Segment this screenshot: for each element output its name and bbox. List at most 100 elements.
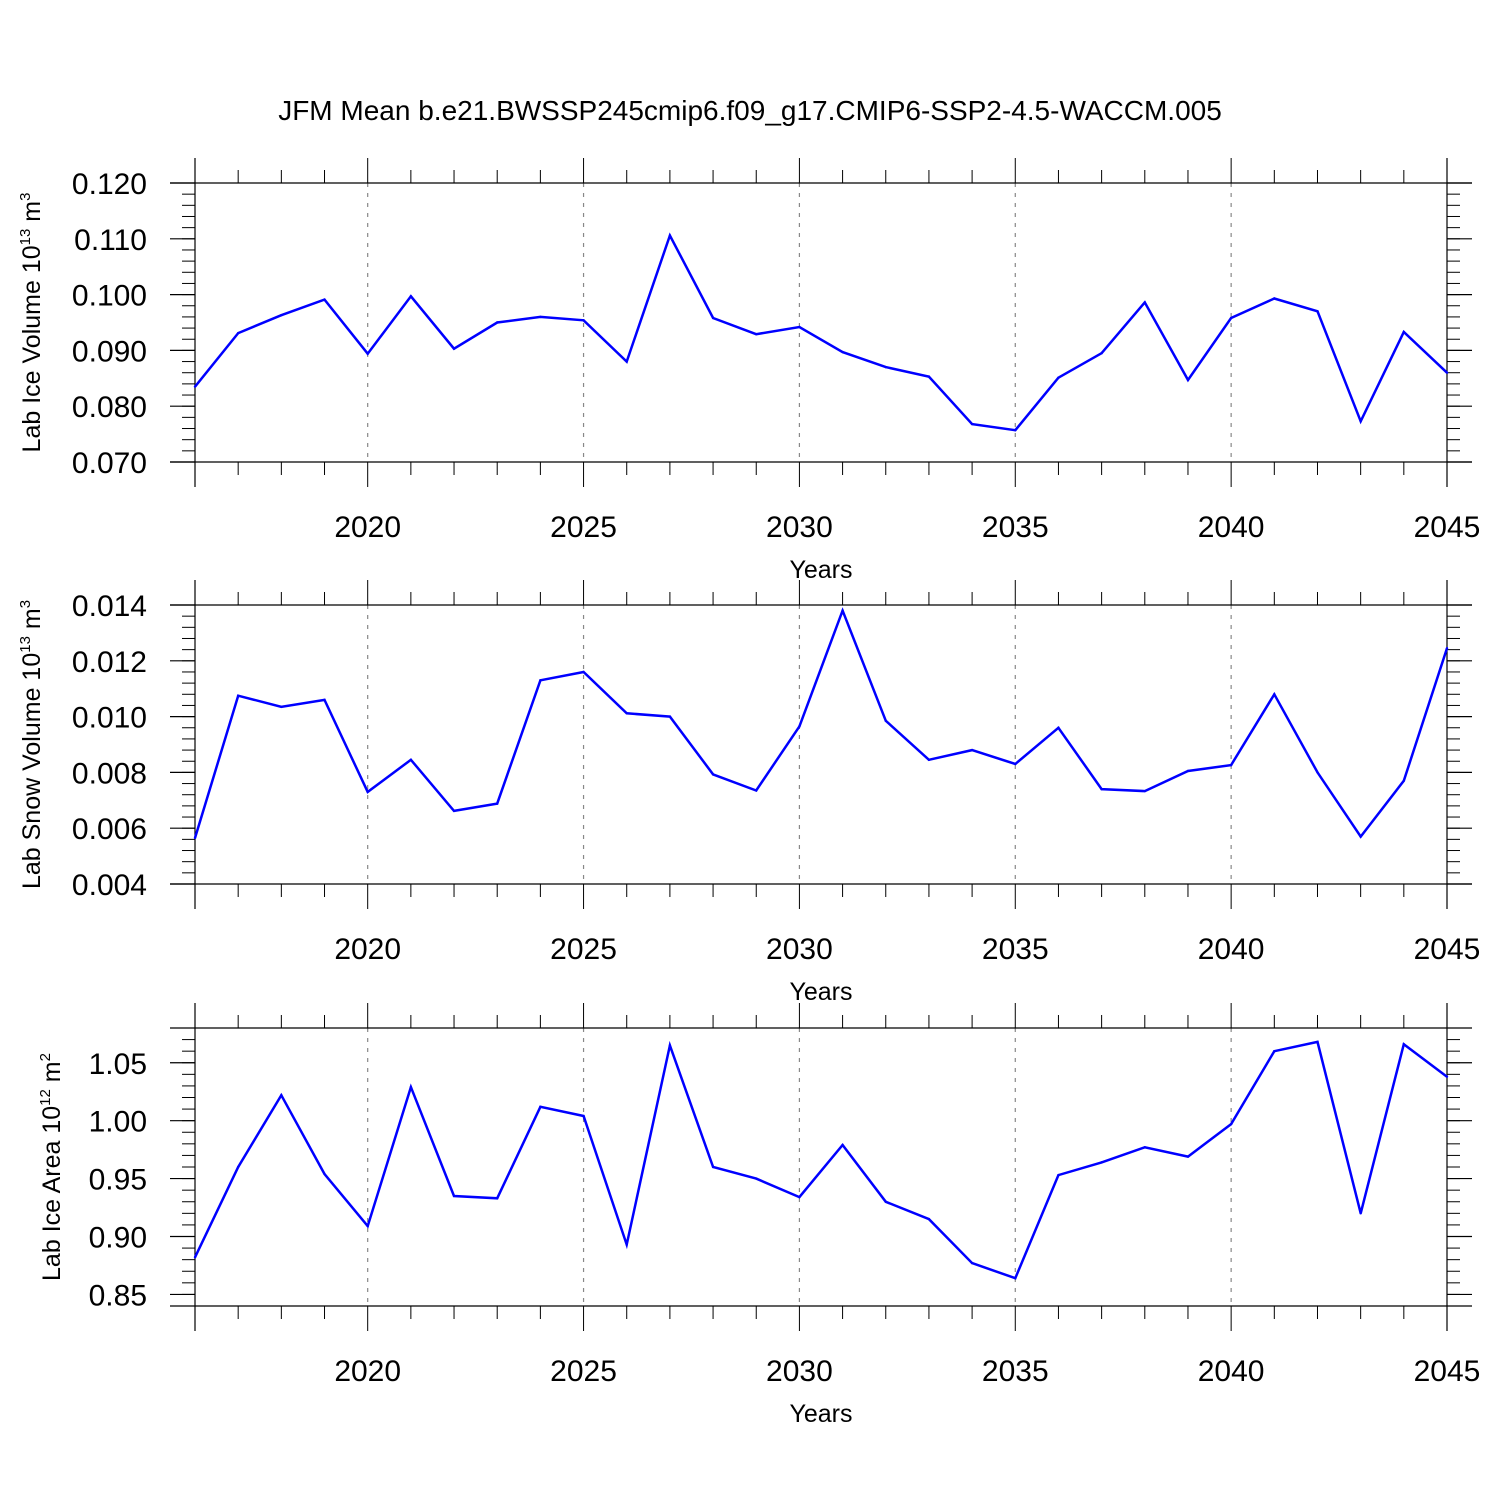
data-point: [668, 1044, 672, 1047]
data-point: [711, 773, 715, 776]
data-point: [625, 1243, 628, 1246]
data-point: [1057, 1173, 1060, 1177]
y-tick-label: 0.90: [89, 1222, 147, 1255]
data-point: [1273, 1049, 1276, 1053]
data-point: [1316, 310, 1319, 313]
data-point: [409, 758, 413, 762]
data-point: [668, 715, 672, 718]
data-point: [193, 385, 197, 388]
data-point: [236, 694, 240, 697]
x-tick-label: 2035: [982, 933, 1049, 966]
y-axis-title-exponent: 13: [17, 229, 34, 246]
y-tick-label: 0.006: [72, 813, 147, 846]
y-axis-title-exponent: 13: [17, 636, 34, 653]
data-point: [1186, 769, 1190, 773]
data-point: [323, 698, 326, 702]
y-tick-label: 0.080: [72, 391, 147, 424]
y-tick-label: 0.090: [72, 335, 147, 368]
data-point: [970, 422, 974, 426]
data-point: [1143, 301, 1146, 304]
data-point: [193, 836, 197, 840]
data-point: [1100, 1161, 1103, 1164]
data-point: [1186, 1155, 1190, 1158]
data-point: [1402, 330, 1406, 334]
x-tick-label: 2040: [1198, 1355, 1265, 1388]
data-point: [1014, 1277, 1017, 1280]
y-tick-label: 0.85: [89, 1279, 147, 1312]
y-tick-label: 0.100: [72, 280, 147, 313]
data-point: [927, 375, 931, 378]
series-line: [194, 232, 1448, 432]
data-point: [1186, 378, 1190, 382]
data-point: [927, 758, 931, 762]
data-point: [970, 748, 974, 752]
data-point: [280, 705, 283, 709]
x-tick-label: 2045: [1414, 511, 1481, 544]
series-line: [193, 1040, 1448, 1280]
x-tick-label: 2030: [766, 933, 833, 966]
y-axis-title-exponent: 12: [37, 1089, 54, 1106]
x-axis-title: Years: [789, 1400, 852, 1428]
x-tick-label: 2020: [334, 511, 401, 544]
data-point: [1100, 787, 1103, 791]
x-tick-label: 2030: [766, 1355, 833, 1388]
data-point: [1229, 1122, 1233, 1126]
data-point: [798, 725, 801, 728]
data-point: [452, 1194, 456, 1198]
data-point: [625, 360, 628, 363]
data-point: [496, 321, 499, 324]
data-point: [668, 234, 672, 237]
x-tick-label: 2030: [766, 511, 833, 544]
y-axis-title-unit: m: [18, 608, 46, 636]
data-point: [841, 609, 844, 612]
y-tick-label: 1.05: [89, 1048, 147, 1081]
data-point: [1057, 376, 1060, 379]
data-point: [927, 1217, 931, 1221]
data-point: [409, 295, 413, 298]
y-axis-title: Lab Ice Area 1012 m2: [37, 1053, 66, 1281]
y-axis-title: Lab Snow Volume 1013 m3: [17, 600, 46, 889]
data-point: [1445, 371, 1449, 374]
y-axis-title-unit: m: [38, 1061, 66, 1089]
x-tick-label: 2025: [550, 1355, 617, 1388]
data-point: [625, 712, 628, 715]
data-point: [236, 1165, 240, 1169]
data-point: [884, 1200, 887, 1203]
y-tick-label: 0.014: [72, 590, 147, 623]
y-axis-title-unit-exponent: 3: [17, 600, 34, 608]
y-tick-label: 0.012: [72, 646, 147, 679]
data-point: [582, 670, 585, 674]
data-point: [1143, 1146, 1146, 1149]
data-point: [755, 789, 758, 792]
data-point: [1229, 316, 1233, 320]
y-axis-title-main: Lab Ice Area 10: [38, 1106, 66, 1281]
data-point: [539, 315, 542, 319]
data-point: [884, 365, 887, 369]
series-line: [193, 607, 1449, 839]
y-tick-label: 0.070: [72, 447, 147, 480]
data-point: [1445, 1075, 1449, 1078]
data-point: [1402, 779, 1406, 782]
data-point: [841, 1143, 844, 1147]
data-point: [1014, 762, 1017, 766]
data-point: [366, 352, 369, 355]
data-point: [884, 719, 887, 722]
data-point: [970, 1261, 974, 1265]
y-tick-label: 0.95: [89, 1164, 147, 1197]
chart-title: JFM Mean b.e21.BWSSP245cmip6.f09_g17.CMI…: [278, 95, 1222, 126]
data-point: [539, 1105, 542, 1108]
data-point: [1359, 1212, 1362, 1215]
y-axis-title-unit: m: [18, 201, 46, 229]
data-point: [582, 319, 585, 322]
x-axis-title: Years: [789, 556, 852, 584]
x-tick-label: 2025: [550, 511, 617, 544]
data-point: [1273, 297, 1276, 300]
data-point: [496, 1197, 499, 1200]
data-point: [236, 331, 240, 335]
data-point: [1445, 647, 1449, 650]
data-point: [1402, 1043, 1406, 1046]
data-point: [582, 1114, 585, 1118]
data-point: [1100, 351, 1103, 355]
